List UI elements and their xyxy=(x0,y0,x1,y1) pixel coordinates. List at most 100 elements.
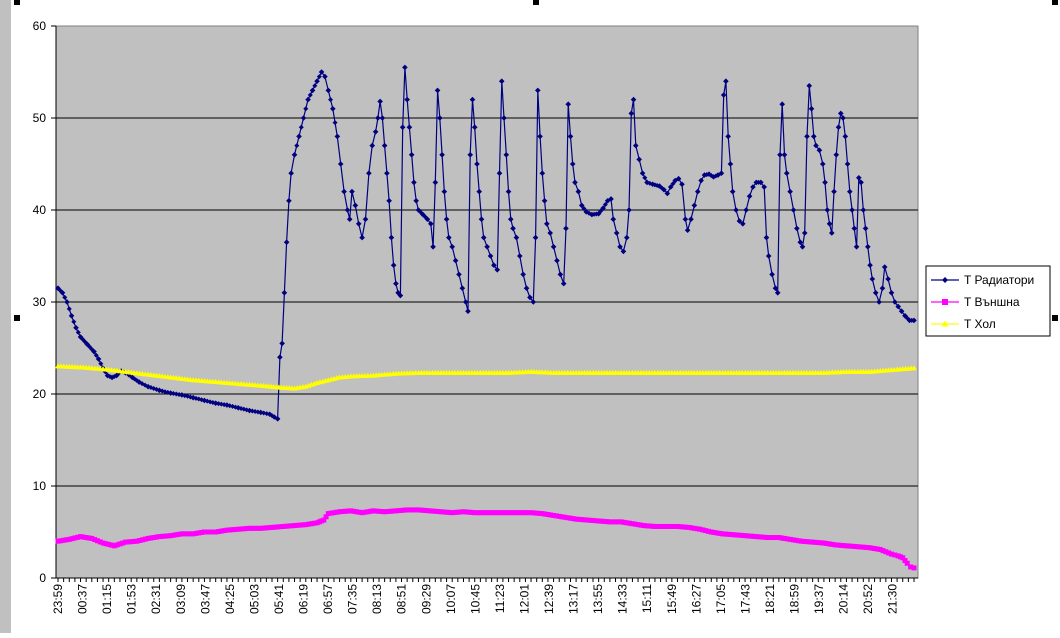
data-point xyxy=(664,190,671,197)
data-point xyxy=(334,509,340,515)
data-point xyxy=(576,516,582,522)
data-point xyxy=(131,538,137,544)
selection-handle[interactable] xyxy=(14,0,20,5)
data-point xyxy=(633,142,639,149)
data-point xyxy=(299,384,306,390)
data-point xyxy=(467,152,474,158)
data-point xyxy=(613,519,619,525)
data-point xyxy=(863,368,870,374)
data-point xyxy=(351,508,357,514)
data-point xyxy=(291,152,298,158)
data-point xyxy=(159,533,165,539)
data-point xyxy=(581,206,587,212)
selection-handle[interactable] xyxy=(533,0,539,5)
data-point xyxy=(387,508,393,514)
data-point xyxy=(658,523,664,529)
data-point xyxy=(424,508,430,514)
data-point xyxy=(908,365,915,371)
data-point xyxy=(279,340,285,347)
legend[interactable]: T Радиатори T Външна T Хол xyxy=(925,265,1051,337)
data-point xyxy=(876,299,882,305)
data-point xyxy=(435,509,441,515)
data-point xyxy=(129,374,136,381)
data-point xyxy=(660,369,667,375)
data-point xyxy=(345,373,352,379)
data-point xyxy=(399,507,405,513)
data-point xyxy=(123,539,129,545)
data-point xyxy=(767,535,773,541)
data-point xyxy=(477,510,483,516)
data-point xyxy=(669,523,675,529)
data-point xyxy=(379,509,385,515)
data-point xyxy=(106,541,112,547)
data-point xyxy=(808,106,815,112)
data-point xyxy=(748,533,754,539)
x-tick-label: 23:59 xyxy=(51,584,65,614)
data-point xyxy=(666,523,672,529)
data-point xyxy=(756,179,762,185)
x-tick-label: 15:49 xyxy=(665,584,679,614)
data-point xyxy=(647,180,653,186)
data-point xyxy=(806,83,813,89)
data-point xyxy=(407,507,413,513)
legend-entry: T Радиатори xyxy=(931,273,1034,287)
data-point xyxy=(680,524,686,530)
data-point xyxy=(503,152,510,158)
data-point xyxy=(559,514,565,520)
data-point xyxy=(607,519,613,525)
data-point xyxy=(849,207,855,213)
selection-handle[interactable] xyxy=(1052,315,1058,321)
selection-handle[interactable] xyxy=(14,315,20,321)
data-point xyxy=(100,540,106,546)
data-point xyxy=(139,537,145,543)
data-point xyxy=(432,179,439,186)
data-point xyxy=(97,365,104,371)
data-point xyxy=(867,262,873,268)
data-point xyxy=(869,545,875,551)
x-tick-label: 18:59 xyxy=(788,584,802,614)
data-point xyxy=(142,536,148,542)
x-tick-label: 01:15 xyxy=(100,584,114,614)
data-point xyxy=(457,369,464,375)
data-point xyxy=(486,510,492,516)
data-point xyxy=(209,378,216,384)
data-point xyxy=(601,518,607,524)
data-point xyxy=(866,545,872,551)
data-point xyxy=(793,537,799,543)
data-point xyxy=(266,411,273,418)
data-point xyxy=(355,221,362,227)
data-point xyxy=(708,529,714,535)
data-point xyxy=(190,531,196,537)
x-tick-label: 05:03 xyxy=(247,584,261,614)
data-point xyxy=(255,525,261,531)
data-point xyxy=(569,161,576,167)
x-tick-label: 17:43 xyxy=(738,584,752,614)
data-point xyxy=(424,216,431,222)
data-point xyxy=(537,133,543,140)
data-point xyxy=(93,352,99,358)
data-point xyxy=(342,508,348,514)
data-point xyxy=(111,543,117,549)
data-point xyxy=(397,292,404,299)
legend-marker xyxy=(942,299,948,305)
data-point xyxy=(527,294,533,301)
data-point xyxy=(120,540,126,546)
data-point xyxy=(772,285,779,291)
data-point xyxy=(273,384,280,390)
data-point xyxy=(608,196,614,202)
data-point xyxy=(908,564,914,570)
data-point xyxy=(476,188,483,195)
data-point xyxy=(353,509,359,515)
data-point xyxy=(294,522,300,528)
data-point xyxy=(148,535,154,541)
x-tick-label: 09:29 xyxy=(419,584,433,614)
selection-handle[interactable] xyxy=(1052,0,1058,5)
data-point xyxy=(359,510,365,516)
data-point xyxy=(849,543,855,549)
data-point xyxy=(98,361,104,367)
data-point xyxy=(856,175,862,181)
data-point xyxy=(743,207,749,213)
data-point xyxy=(902,558,908,564)
data-point xyxy=(534,510,540,516)
data-point xyxy=(483,510,489,516)
